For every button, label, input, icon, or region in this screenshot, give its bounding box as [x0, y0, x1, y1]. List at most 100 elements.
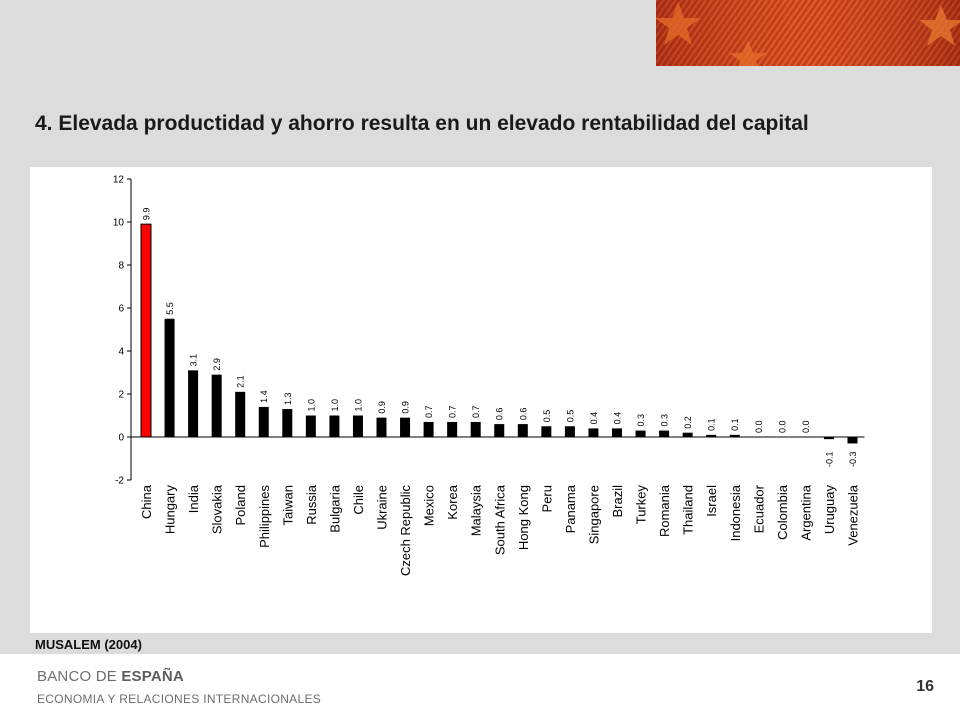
category-label: Turkey — [634, 485, 649, 525]
y-tick-label: 4 — [118, 347, 124, 358]
data-label: 0.1 — [730, 418, 740, 431]
data-label: 0.7 — [424, 405, 434, 418]
data-label: 1.3 — [283, 393, 293, 406]
data-label: 0.5 — [565, 410, 575, 423]
category-label: Taiwan — [280, 485, 295, 525]
data-label: 0.4 — [589, 412, 599, 425]
bar-poland — [235, 391, 246, 437]
category-label: Indonesia — [728, 484, 743, 541]
y-tick-label: 12 — [113, 175, 125, 186]
data-label: 5.5 — [165, 302, 175, 315]
category-label: Peru — [539, 485, 554, 512]
bar-philippines — [258, 406, 269, 437]
bar-uruguay — [823, 437, 834, 440]
category-label: Philippines — [257, 485, 272, 548]
data-label: 0.7 — [471, 405, 481, 418]
category-label: Brazil — [610, 485, 625, 518]
bar-chile — [352, 415, 363, 437]
star-icon — [919, 5, 960, 46]
bar-israel — [706, 434, 717, 437]
category-label: Argentina — [798, 484, 813, 540]
data-label: 0.9 — [377, 401, 387, 414]
source-citation: MUSALEM (2004) — [35, 637, 142, 652]
bar-singapore — [588, 428, 599, 437]
category-label: Romania — [657, 484, 672, 537]
data-label: 0.6 — [518, 408, 528, 421]
y-tick-label: -2 — [115, 476, 124, 487]
category-label: Israel — [704, 485, 719, 517]
data-label: 3.1 — [189, 354, 199, 367]
footer: BANCO DE ESPAÑA ECONOMIA Y RELACIONES IN… — [0, 654, 960, 720]
category-label: Malaysia — [469, 484, 484, 536]
bar-peru — [541, 426, 552, 437]
chart-panel: 12 10 8 6 4 2 0 -2 9.9 China 5.5 Hungary 3.1 India 2.9… — [30, 167, 932, 633]
bar-indonesia — [729, 434, 740, 437]
category-label: Singapore — [586, 485, 601, 544]
data-label: 0.7 — [448, 405, 458, 418]
category-label: Ecuador — [751, 484, 766, 533]
bar-panama — [564, 426, 575, 437]
logo-text-bold: ESPAÑA — [121, 668, 184, 685]
data-label: 9.9 — [142, 208, 152, 221]
data-label: 0.3 — [636, 414, 646, 427]
slide-title: 4. Elevada productidad y ahorro resulta … — [35, 112, 809, 135]
data-label: 0.9 — [401, 401, 411, 414]
category-label: Bulgaria — [327, 484, 342, 532]
category-label: Slovakia — [210, 484, 225, 534]
y-tick-label: 10 — [113, 218, 125, 229]
banco-de-espana-logo: BANCO DE ESPAÑA — [37, 668, 184, 685]
data-label: 0.0 — [801, 420, 811, 433]
bar-turkey — [635, 430, 646, 437]
category-label: Chile — [351, 485, 366, 515]
data-label: 1.4 — [259, 390, 269, 403]
bar-india — [188, 370, 199, 437]
bar-venezuela — [847, 437, 858, 444]
category-label: Panama — [563, 484, 578, 533]
data-label: 0.5 — [542, 410, 552, 423]
bar-romania — [659, 430, 670, 437]
y-tick-label: 0 — [118, 433, 124, 444]
data-label: 2.1 — [236, 375, 246, 388]
bar-ukraine — [376, 417, 387, 437]
y-tick-label: 2 — [118, 390, 124, 401]
logo-text-light: BANCO DE — [37, 668, 122, 685]
bar-taiwan — [282, 409, 293, 437]
data-label: 2.9 — [212, 358, 222, 371]
data-label: 0.0 — [754, 420, 764, 433]
bar-korea — [447, 421, 458, 437]
data-label: 0.6 — [495, 408, 505, 421]
category-label: South Africa — [492, 484, 507, 555]
y-tick-label: 8 — [118, 261, 124, 272]
bar-brazil — [612, 428, 622, 437]
bar-thailand — [682, 432, 693, 437]
star-icon — [656, 2, 701, 45]
data-label: 1.0 — [353, 399, 363, 412]
data-label: 0.2 — [683, 416, 693, 429]
bar-hungary — [164, 318, 175, 437]
data-label: 1.0 — [306, 399, 316, 412]
bar-china — [140, 223, 152, 438]
category-label: Thailand — [681, 485, 696, 535]
bar-czech-republic — [400, 417, 411, 437]
data-label: 0.1 — [707, 418, 717, 431]
department-name: ECONOMIA Y RELACIONES INTERNACIONALES — [37, 692, 322, 706]
category-label: Colombia — [775, 484, 790, 540]
category-label: Uruguay — [822, 485, 837, 535]
category-label: Mexico — [422, 485, 437, 526]
page-number: 16 — [916, 678, 934, 695]
category-label: Russia — [304, 484, 319, 525]
category-label: Hong Kong — [516, 485, 531, 550]
bar-hong-kong — [517, 424, 528, 437]
header-banner-image — [656, 0, 960, 66]
category-label: Korea — [445, 484, 460, 519]
category-label: Czech Republic — [398, 485, 413, 577]
category-label: Poland — [233, 485, 248, 525]
bar-slovakia — [211, 374, 222, 437]
bar-mexico — [423, 421, 434, 437]
star-icon — [729, 40, 767, 66]
data-label: -0.3 — [848, 451, 858, 467]
y-tick-label: 6 — [118, 304, 124, 315]
data-label: 1.0 — [330, 399, 340, 412]
category-label: India — [186, 484, 201, 513]
data-label: -0.1 — [824, 451, 834, 467]
